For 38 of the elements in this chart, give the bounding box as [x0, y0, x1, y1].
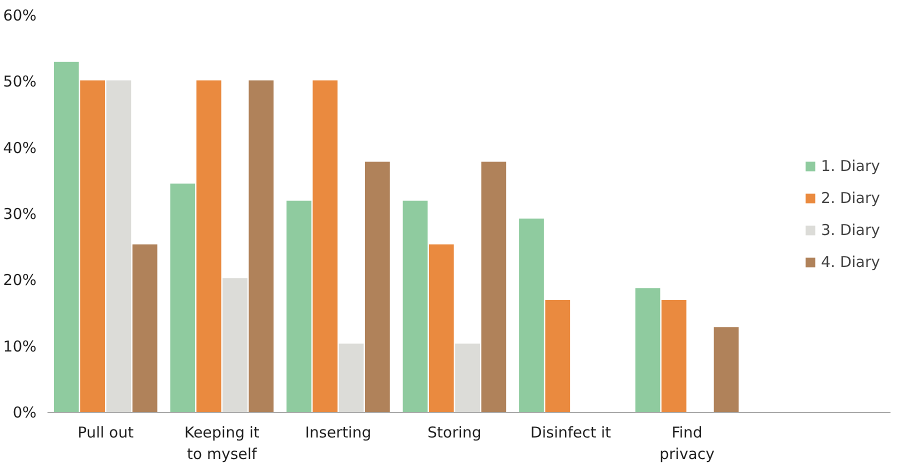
- bar: [519, 218, 544, 412]
- x-tick-label: Find privacy: [659, 424, 715, 464]
- bar: [54, 62, 79, 412]
- legend-label: 1. Diary: [820, 156, 880, 174]
- bar: [635, 288, 660, 412]
- bar: [222, 278, 248, 412]
- x-tick-label: Disinfect it: [530, 424, 612, 442]
- bar: [106, 80, 132, 412]
- x-tick-label: Inserting: [305, 424, 372, 442]
- y-tick-label: 0%: [12, 404, 36, 422]
- bar: [365, 162, 390, 412]
- bar: [312, 80, 338, 412]
- bar: [80, 80, 105, 412]
- bar: [428, 244, 454, 412]
- bar: [402, 200, 428, 412]
- x-tick-label: Storing: [427, 424, 482, 442]
- bar: [286, 200, 312, 412]
- x-tick-label: Keeping it to myself: [184, 424, 260, 464]
- bar: [481, 162, 506, 412]
- legend-label: 4. Diary: [820, 252, 880, 270]
- bar: [248, 80, 274, 412]
- y-tick-label: 40%: [3, 138, 37, 157]
- bar: [132, 244, 158, 412]
- y-tick-label: 20%: [3, 271, 37, 290]
- bar: [170, 184, 196, 412]
- bar: [545, 300, 570, 412]
- y-tick-label: 60%: [3, 6, 37, 24]
- y-tick-label: 50%: [3, 72, 37, 91]
- bar: [662, 300, 686, 412]
- y-tick-label: 10%: [3, 337, 37, 356]
- bar: [714, 327, 739, 412]
- y-tick-label: 30%: [3, 205, 37, 223]
- legend-label: 2. Diary: [820, 188, 880, 206]
- x-tick-label: Pull out: [78, 424, 134, 442]
- bar: [338, 344, 364, 412]
- legend-label: 3. Diary: [820, 220, 880, 238]
- bar: [455, 344, 480, 412]
- bar: [196, 80, 222, 412]
